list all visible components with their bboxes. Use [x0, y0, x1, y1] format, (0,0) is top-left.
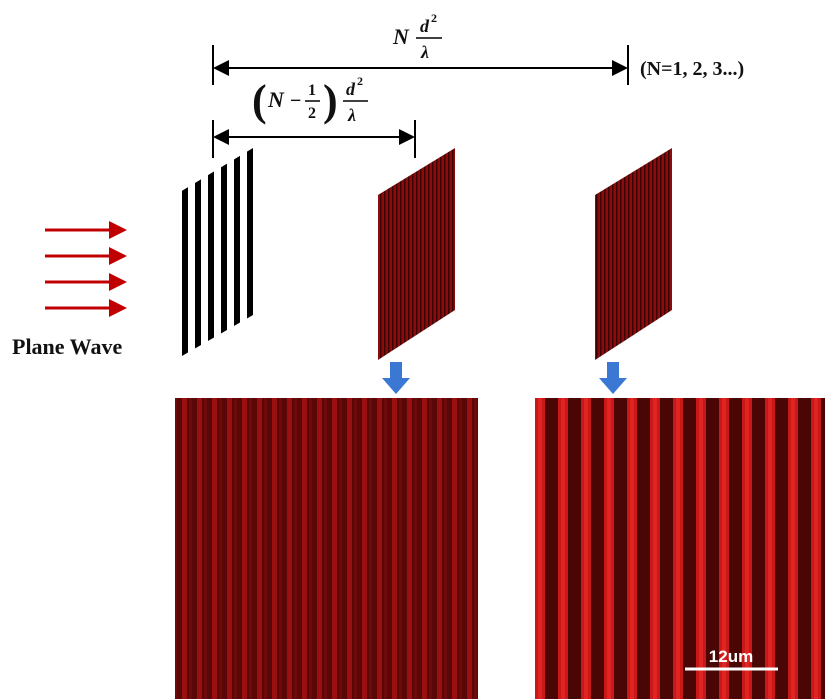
plane-wave-arrows — [45, 230, 124, 308]
formula-exponent: 2 — [431, 11, 437, 25]
talbot-plane-full — [595, 148, 672, 360]
formula-exponent: 2 — [357, 74, 363, 88]
formula-minus: − — [290, 90, 301, 112]
formula-n: N — [392, 24, 410, 49]
formula-frac-num: 1 — [308, 82, 316, 99]
paren-open: ( — [252, 76, 267, 125]
intensity-image-full — [535, 398, 825, 699]
series-note: (N=1, 2, 3...) — [640, 58, 744, 80]
talbot-plane-half — [378, 148, 455, 360]
paren-close: ) — [323, 76, 338, 125]
diagram: N d 2 λ (N=1, 2, 3...) ( N − 1 2 ) d 2 λ… — [0, 0, 825, 699]
down-arrow — [599, 362, 627, 394]
formula-numerator: d — [420, 16, 430, 36]
scale-bar-label: 12um — [709, 647, 753, 666]
formula-n: N — [267, 87, 285, 112]
plane-wave-label: Plane Wave — [12, 334, 122, 359]
formula-denominator: λ — [420, 42, 429, 62]
grating — [175, 148, 253, 360]
formula-denominator: λ — [347, 105, 356, 125]
intensity-image-half — [175, 398, 478, 699]
formula-numerator: d — [346, 79, 356, 99]
down-arrow — [382, 362, 410, 394]
formula-frac-den: 2 — [308, 105, 316, 122]
